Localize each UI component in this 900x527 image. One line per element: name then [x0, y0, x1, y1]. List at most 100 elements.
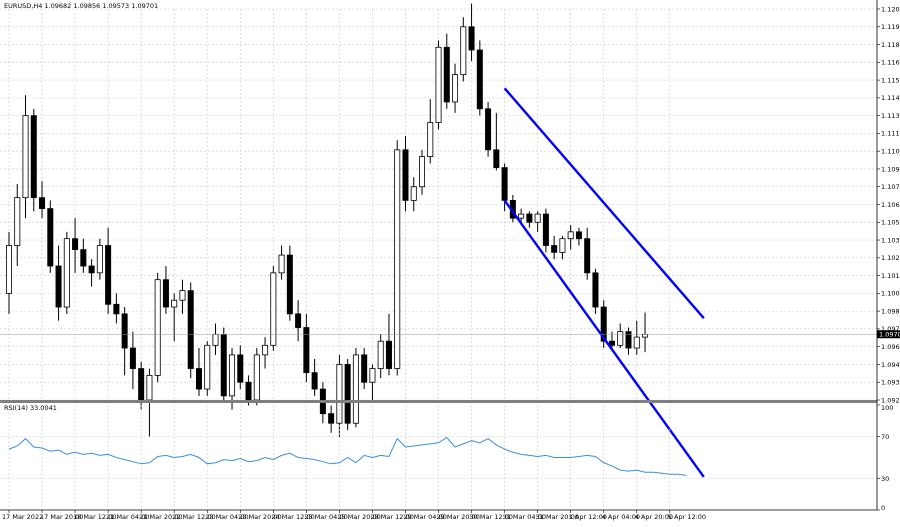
price-axis-label: 1.10650 — [881, 201, 900, 209]
candle-bear — [592, 272, 599, 308]
time-axis-label: 31 Mar 20:00 — [536, 513, 579, 521]
candle-bear — [501, 167, 508, 201]
rsi-series — [8, 436, 687, 476]
price-axis-label: 1.10780 — [881, 183, 900, 191]
candle-bull — [518, 213, 525, 219]
candle-bull — [204, 344, 211, 390]
candle-bear — [608, 340, 615, 346]
candle-bull — [352, 354, 359, 424]
candle-bear — [443, 46, 450, 103]
price-axis-label: 1.11560 — [881, 76, 900, 84]
candle-bull — [427, 122, 434, 158]
rsi-title: RSI(14) 33.0041 — [4, 404, 57, 412]
candle-bear — [303, 327, 310, 374]
candle-bull — [14, 197, 21, 246]
time-axis-label: 5 Apr 12:00 — [668, 513, 706, 521]
candle-bear — [328, 413, 335, 424]
candle-bull — [452, 74, 459, 103]
candle-bear — [476, 49, 483, 110]
candle-bear — [625, 331, 632, 349]
time-axis-label: 25 Mar 20:00 — [337, 513, 380, 521]
candle-bull — [410, 186, 417, 201]
candle-bull — [270, 272, 277, 346]
candle-bear — [121, 313, 128, 349]
price-axis-label: 1.10910 — [881, 165, 900, 173]
candle-bear — [575, 231, 582, 240]
price-axis-label: 1.11430 — [881, 94, 900, 102]
candle-bull — [278, 254, 285, 274]
time-axis-label: 30 Mar 12:00 — [470, 513, 513, 521]
time-axis-label: 18 Mar 12:00 — [73, 513, 116, 521]
candle-bull — [559, 238, 566, 253]
candle-bull — [262, 344, 269, 356]
price-axis-label: 1.09740 — [881, 325, 900, 333]
candle-bear — [195, 368, 202, 390]
candle-bear — [485, 108, 492, 151]
price-axis-label: 1.09220 — [881, 396, 900, 404]
candle-bear — [55, 265, 62, 308]
time-axis-label: 23 Mar 04:00 — [205, 513, 248, 521]
price-axis-label: 1.11170 — [881, 130, 900, 138]
candle-bull — [418, 156, 425, 188]
candle-bear — [468, 26, 475, 51]
time-axis-label: 1 Apr 12:00 — [569, 513, 607, 521]
candle-bear — [295, 313, 302, 328]
time-axis-label: 21 Mar 04:00 — [106, 513, 149, 521]
price-axis-label: 1.10000 — [881, 290, 900, 298]
candle-bull — [369, 368, 376, 383]
price-axis-label: 1.10390 — [881, 236, 900, 244]
candle-bull — [567, 231, 574, 240]
time-axis-label: 17 Mar 2022 — [2, 513, 43, 521]
price-axis-label: 1.11300 — [881, 112, 900, 120]
candle-bear — [80, 249, 87, 267]
candle-bear — [311, 372, 318, 390]
price-axis-label: 1.09480 — [881, 361, 900, 369]
candle-bull — [154, 279, 161, 376]
current-price-label: 1.09701 — [879, 331, 900, 339]
candles-group — [6, 3, 649, 437]
rsi-axis-label: 70 — [881, 433, 889, 441]
candle-bear — [600, 306, 607, 342]
rsi-pane[interactable]: RSI(14) 33.0041 100 70 30 0 — [0, 404, 893, 512]
price-axis-label: 1.12080 — [881, 5, 900, 13]
time-axis-label: 28 Mar 12:00 — [370, 513, 413, 521]
candle-bull — [377, 340, 384, 369]
candle-bear — [344, 364, 351, 424]
price-axis-label: 1.10260 — [881, 254, 900, 262]
rsi-axis-label: 100 — [881, 404, 893, 412]
candle-bear — [113, 303, 120, 315]
candle-bear — [129, 347, 136, 369]
price-axis-label: 1.09610 — [881, 343, 900, 351]
candle-bull — [253, 354, 260, 401]
candle-bear — [47, 208, 54, 267]
pane-separator[interactable] — [0, 400, 877, 403]
candle-bear — [551, 245, 558, 253]
candle-bull — [6, 245, 12, 294]
rsi-line — [8, 436, 687, 476]
candle-bull — [633, 336, 640, 349]
channel-line-upper — [503, 87, 705, 319]
candle-bear — [286, 254, 293, 315]
candle-bear — [138, 368, 145, 401]
current-price-tag — [877, 330, 900, 339]
price-axis-label: 1.11820 — [881, 41, 900, 49]
candle-bear — [493, 149, 500, 168]
candle-bear — [30, 115, 37, 199]
candle-bull — [642, 333, 649, 338]
candle-bull — [63, 238, 70, 308]
candle-bull — [534, 213, 541, 223]
candle-bull — [146, 374, 153, 401]
candle-bear — [402, 149, 409, 201]
trend-channel[interactable] — [503, 87, 705, 478]
candle-bull — [212, 333, 219, 346]
price-pane[interactable]: EURUSD,H4 1.09682 1.09856 1.09573 1.0970… — [0, 2, 900, 478]
price-axis-label: 1.11040 — [881, 147, 900, 155]
candle-bull — [179, 290, 186, 301]
channel-line-lower — [503, 199, 705, 478]
candle-bull — [394, 149, 401, 369]
time-axis-label: 17 Mar 20:00 — [40, 513, 83, 521]
candle-bear — [245, 381, 252, 401]
